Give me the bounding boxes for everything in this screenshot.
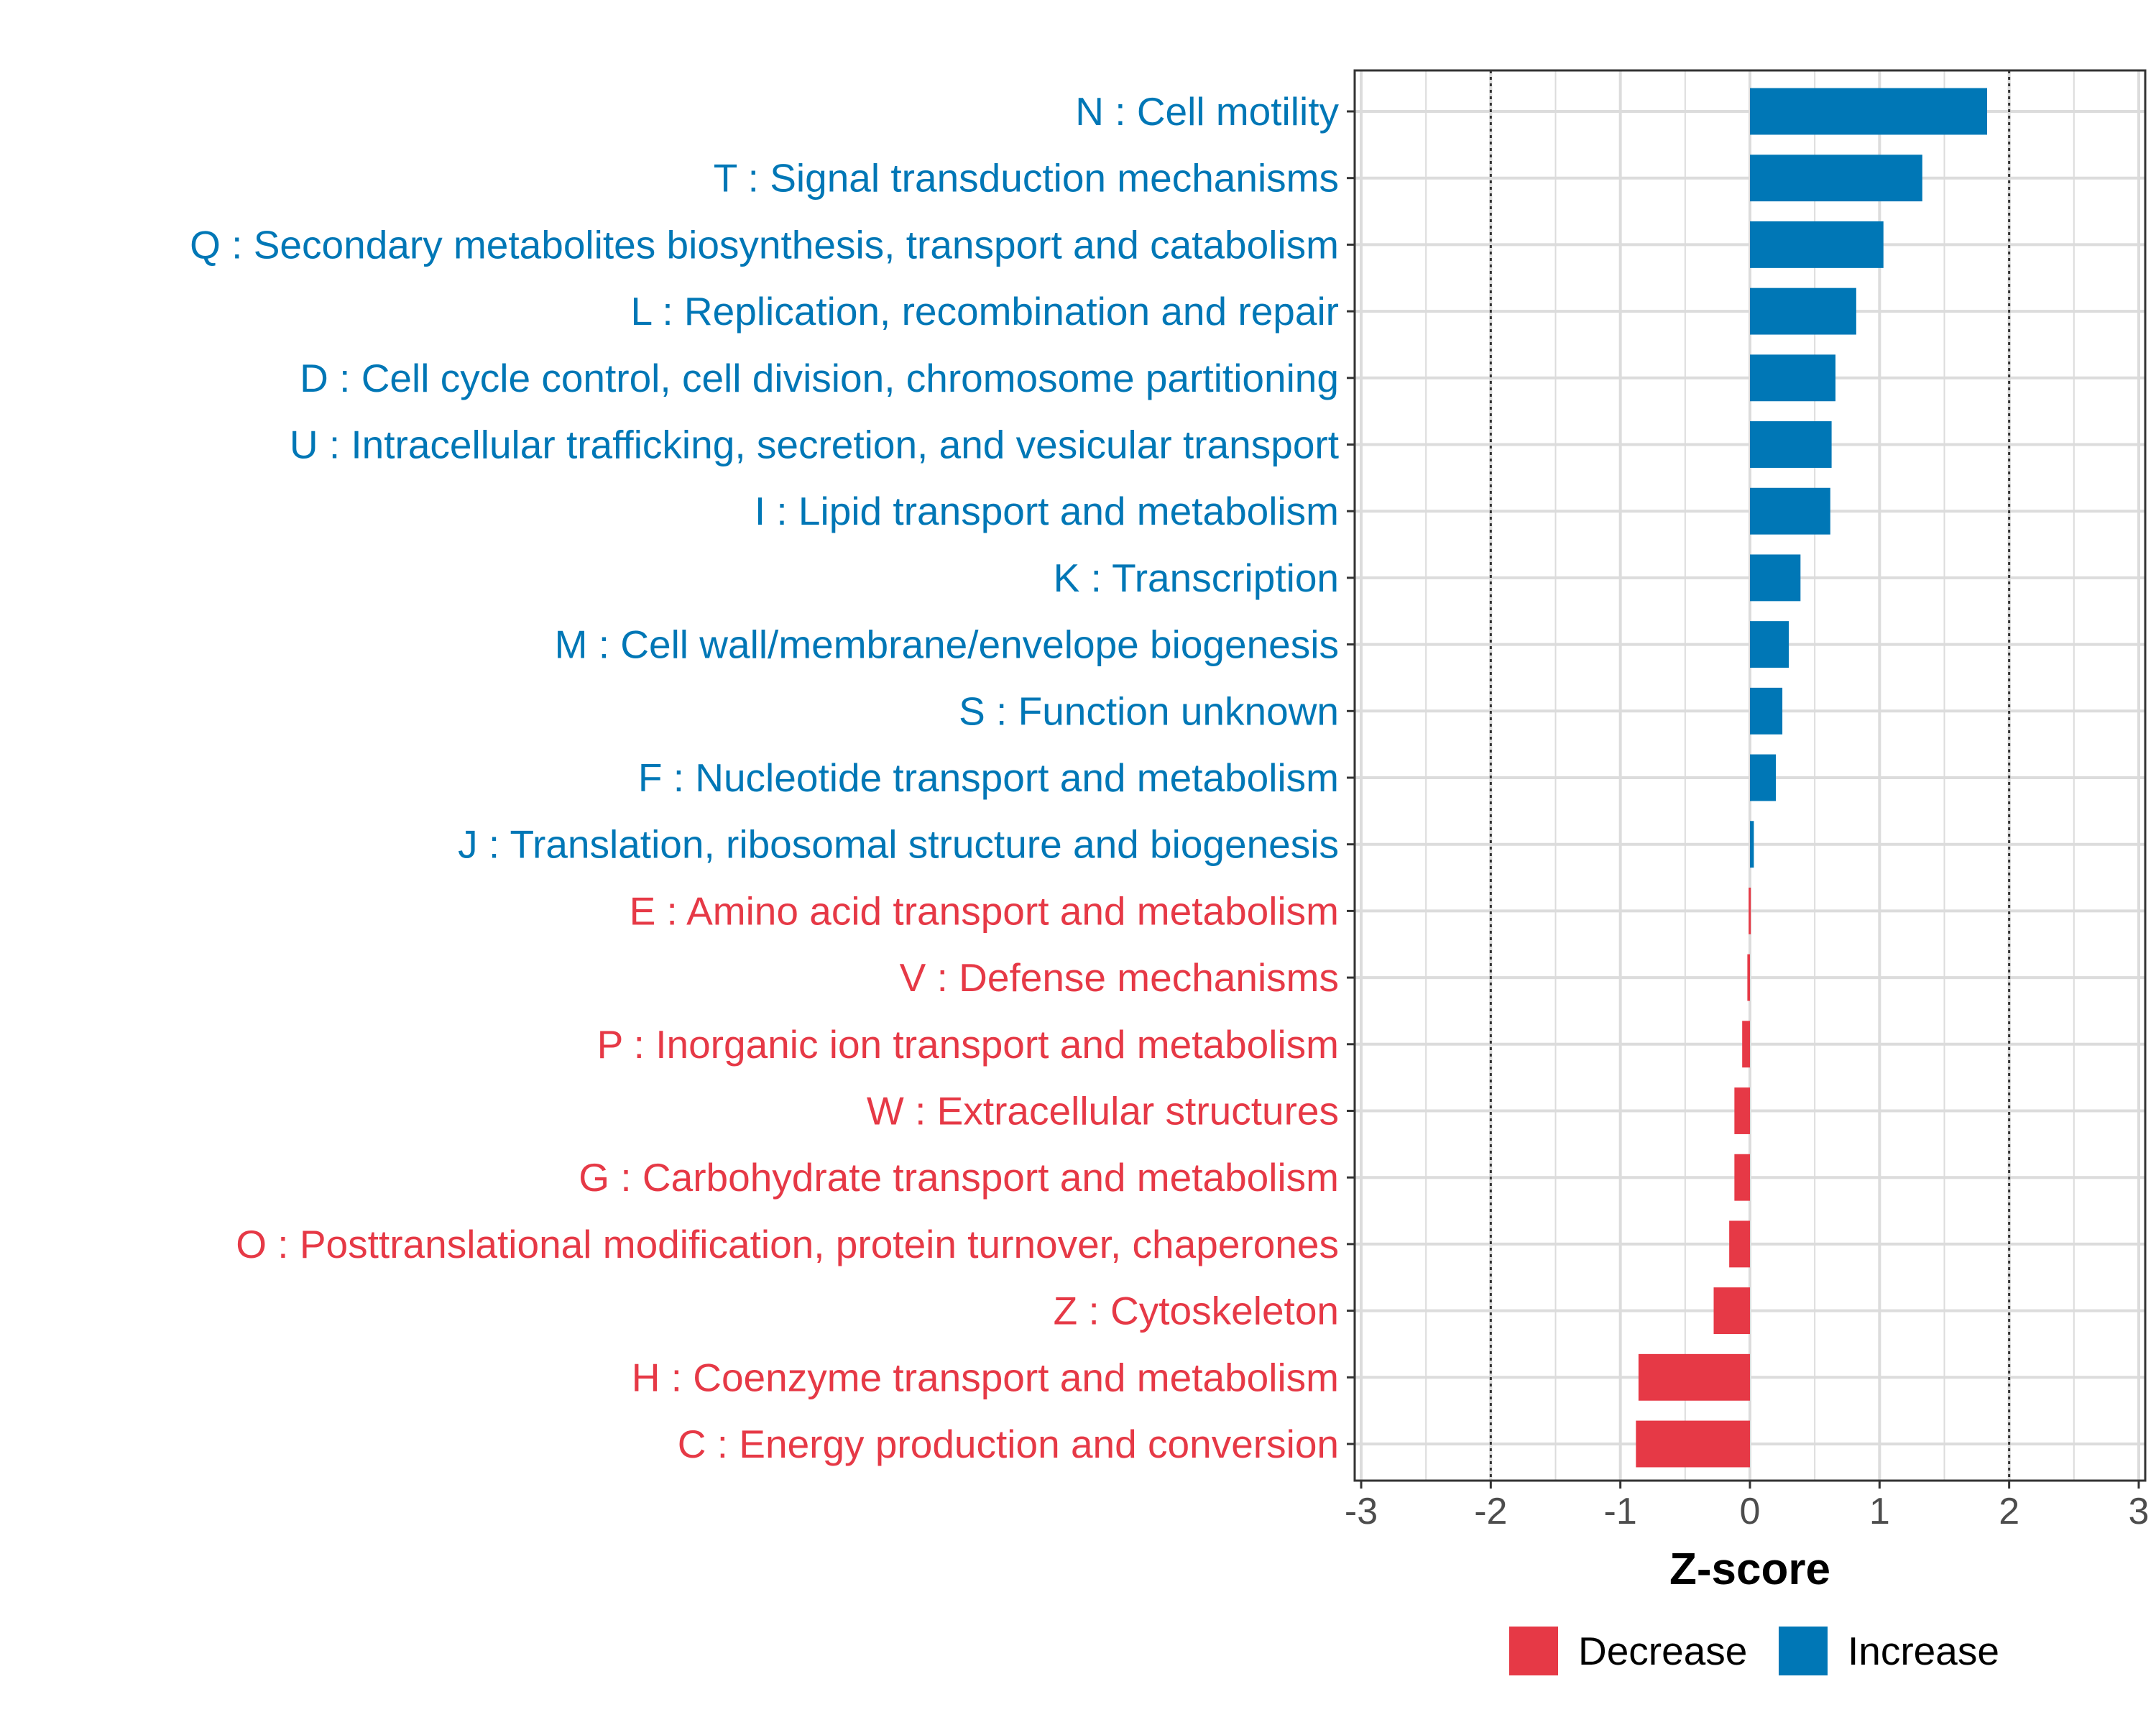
- bar: [1750, 221, 1884, 268]
- category-label: C : Energy production and conversion: [678, 1422, 1339, 1466]
- category-label: Q : Secondary metabolites biosynthesis, …: [190, 222, 1339, 267]
- bar: [1734, 1087, 1750, 1134]
- category-label: O : Posttranslational modification, prot…: [236, 1222, 1339, 1266]
- category-label: K : Transcription: [1054, 556, 1339, 600]
- x-tick-label: 1: [1869, 1491, 1890, 1532]
- bar: [1750, 288, 1856, 335]
- category-label: E : Amino acid transport and metabolism: [630, 888, 1339, 933]
- bar: [1750, 421, 1832, 468]
- bar: [1750, 487, 1830, 535]
- legend-label: Decrease: [1578, 1629, 1747, 1673]
- category-label: H : Coenzyme transport and metabolism: [632, 1355, 1339, 1399]
- legend-swatch: [1509, 1627, 1558, 1675]
- category-label: S : Function unknown: [959, 689, 1339, 733]
- bar: [1750, 354, 1836, 402]
- category-label: D : Cell cycle control, cell division, c…: [300, 356, 1339, 400]
- x-tick-label: -3: [1345, 1491, 1378, 1532]
- bar: [1636, 1420, 1750, 1468]
- bar: [1734, 1154, 1750, 1201]
- bar: [1750, 821, 1754, 868]
- category-label: W : Extracellular structures: [867, 1089, 1339, 1133]
- category-label: L : Replication, recombination and repai…: [631, 289, 1339, 334]
- category-label: J : Translation, ribosomal structure and…: [458, 822, 1339, 867]
- x-tick-label: 3: [2129, 1491, 2150, 1532]
- x-tick-label: 2: [1999, 1491, 2019, 1532]
- x-axis-title: Z-score: [1669, 1545, 1830, 1594]
- category-label: V : Defense mechanisms: [900, 955, 1339, 1000]
- category-label: P : Inorganic ion transport and metaboli…: [597, 1022, 1339, 1067]
- category-label: T : Signal transduction mechanisms: [714, 156, 1339, 201]
- bar: [1729, 1220, 1750, 1268]
- category-label: I : Lipid transport and metabolism: [755, 489, 1339, 533]
- category-label: M : Cell wall/membrane/envelope biogenes…: [555, 622, 1339, 667]
- category-label: F : Nucleotide transport and metabolism: [638, 755, 1339, 800]
- x-tick-label: 0: [1740, 1491, 1761, 1532]
- bar: [1713, 1287, 1750, 1335]
- x-tick-label: -2: [1474, 1491, 1507, 1532]
- legend: Decrease Increase: [1509, 1627, 1999, 1675]
- bar: [1750, 554, 1801, 602]
- bar: [1742, 1021, 1750, 1068]
- bar: [1747, 954, 1750, 1001]
- bar: [1750, 155, 1922, 202]
- category-label: U : Intracellular trafficking, secretion…: [290, 423, 1339, 467]
- bar: [1750, 88, 1987, 135]
- bar: [1749, 887, 1751, 934]
- x-tick-label: -1: [1604, 1491, 1637, 1532]
- legend-label: Increase: [1848, 1629, 1999, 1673]
- bar: [1750, 621, 1789, 668]
- legend-swatch: [1779, 1627, 1828, 1675]
- bar: [1750, 754, 1777, 801]
- category-label: Z : Cytoskeleton: [1054, 1289, 1339, 1333]
- category-label: N : Cell motility: [1075, 89, 1339, 134]
- bar: [1750, 687, 1783, 735]
- bar: [1638, 1353, 1750, 1401]
- category-label: G : Carbohydrate transport and metabolis…: [579, 1155, 1339, 1200]
